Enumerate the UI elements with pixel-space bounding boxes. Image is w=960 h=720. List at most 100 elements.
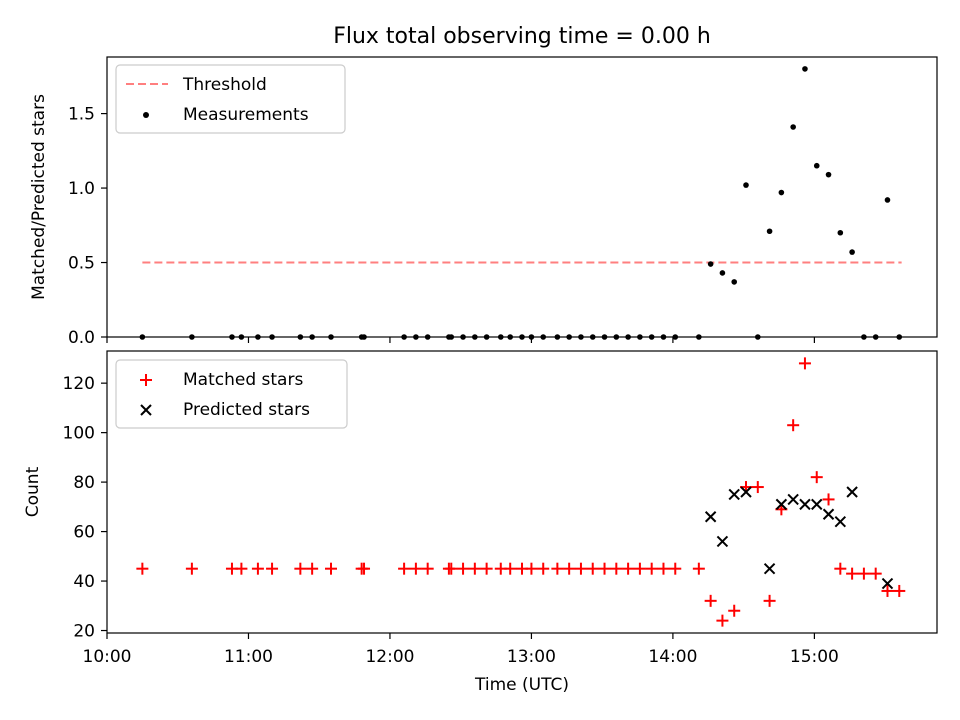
matched-star-point	[235, 562, 248, 575]
predicted-star-point	[811, 498, 823, 511]
measurement-point	[778, 189, 785, 196]
matched-star-point	[751, 481, 764, 494]
matched-star-point	[468, 562, 481, 575]
matched-star-point	[537, 562, 550, 575]
top-panel-x-ticks	[106, 337, 815, 343]
matched-star-point	[306, 562, 319, 575]
y-tick-label: 20	[73, 622, 95, 642]
matched-star-point	[610, 562, 623, 575]
x-tick-label: 11:00	[224, 647, 273, 667]
matched-star-point	[136, 562, 149, 575]
measurement-point	[790, 124, 796, 130]
measurement-point	[707, 261, 714, 267]
bottom-legend-box	[115, 359, 348, 429]
measurement-point	[743, 182, 749, 188]
matched-star-point	[457, 562, 470, 575]
y-tick-label: 0.5	[68, 254, 95, 274]
matched-star-point	[798, 357, 811, 370]
measurement-point	[884, 197, 891, 203]
predicted-star-point	[822, 508, 835, 520]
matched-star-point	[551, 562, 564, 575]
matched-star-point	[869, 567, 882, 580]
legend-measurements-label: Measurements	[183, 105, 309, 125]
measurement-point	[719, 270, 726, 276]
x-tick-label: 15:00	[790, 647, 839, 667]
matched-star-point	[586, 562, 599, 575]
x-tick-label: 12:00	[365, 647, 414, 667]
matched-star-point	[787, 419, 800, 432]
top-panel-frame	[106, 56, 938, 338]
measurement-point	[731, 279, 738, 285]
measurement-point	[766, 228, 773, 235]
y-tick-label: 40	[73, 572, 95, 592]
bottom-panel-y-ticks: 20 40 60 80 100 120	[63, 374, 107, 642]
predicted-star-point	[763, 562, 776, 575]
matched-star-point	[251, 562, 264, 575]
matched-star-point	[504, 562, 517, 575]
top-legend-box	[115, 64, 346, 134]
y-tick-label: 120	[63, 374, 95, 394]
matched-star-point	[421, 562, 434, 575]
measurement-point	[825, 171, 832, 178]
matched-star-point	[669, 562, 682, 575]
measurement-point	[837, 229, 844, 236]
x-tick-label: 14:00	[648, 647, 697, 667]
matched-star-point	[716, 614, 729, 627]
matched-star-point	[574, 562, 587, 575]
matched-star-point	[893, 584, 906, 597]
predicted-star-point	[775, 498, 788, 511]
matched-star-point	[728, 604, 741, 617]
matched-star-point	[325, 562, 338, 575]
top-panel-y-ticks: 0.0 0.5 1.0 1.5	[68, 105, 107, 348]
matched-star-point	[598, 562, 611, 575]
predicted-star-point	[704, 511, 717, 523]
matched-star-point	[563, 562, 576, 575]
matched-star-point	[763, 594, 776, 607]
chart-title: Flux total observing time = 0.00 h	[333, 24, 711, 49]
matched-star-point	[657, 562, 670, 575]
matched-star-point	[525, 562, 538, 575]
matched-star-point	[810, 471, 823, 484]
measurement-point	[813, 162, 820, 169]
matched-star-point	[822, 493, 835, 506]
matched-star-point	[645, 562, 658, 575]
y-tick-label: 80	[73, 473, 95, 493]
legend-matched-label: Matched stars	[183, 370, 303, 390]
legend-threshold-label: Threshold	[182, 75, 267, 95]
matched-star-point	[445, 562, 458, 575]
legend-matched-swatch	[140, 374, 152, 386]
predicted-star-point	[881, 577, 894, 590]
predicted-star-point	[834, 515, 847, 528]
matched-star-point	[704, 594, 717, 607]
bottom-legend: Matched stars Predicted stars	[115, 359, 348, 429]
top-panel: 0.0 0.5 1.0 1.5 Matched/Predicted stars Thr…	[29, 56, 938, 348]
x-tick-label: 10:00	[83, 647, 132, 667]
x-tick-label: 13:00	[507, 647, 556, 667]
matched-star-point	[480, 562, 493, 575]
x-axis-label: Time (UTC)	[474, 675, 569, 695]
y-tick-label: 1.0	[68, 179, 95, 199]
legend-predicted-swatch	[140, 404, 152, 416]
measurement-point	[849, 249, 855, 255]
matched-star-point	[633, 562, 646, 575]
bottom-panel-marks	[136, 357, 906, 627]
matched-star-point	[185, 562, 198, 575]
y-tick-label: 0.0	[68, 328, 95, 348]
bottom-panel-frame	[106, 350, 938, 634]
predicted-star-point	[799, 498, 811, 511]
matched-star-point	[622, 562, 635, 575]
bottom-panel-x-ticks: 10:00 11:00 12:00 13:00 14:00 15:00	[83, 633, 839, 667]
bottom-panel: 20 40 60 80 100 120 10:00 11:00 12:00 13:00 14:00…	[23, 350, 938, 695]
matched-star-point	[358, 562, 371, 575]
y-tick-label: 100	[63, 424, 95, 444]
measurement-point	[802, 66, 808, 72]
matched-star-point	[409, 562, 422, 575]
y-tick-label: 60	[73, 523, 95, 543]
matched-star-point	[846, 567, 859, 580]
predicted-star-point	[787, 493, 799, 506]
matched-star-point	[398, 562, 411, 575]
matched-star-point	[266, 562, 279, 575]
predicted-star-point	[846, 486, 858, 498]
matched-star-point	[692, 562, 705, 575]
